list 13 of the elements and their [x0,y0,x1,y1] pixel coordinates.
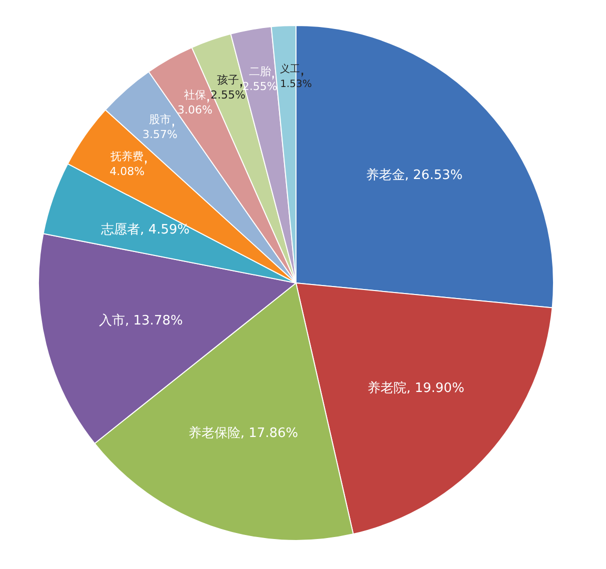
slice-label: 社保 [184,88,206,102]
data-label: 4.08% [110,164,145,178]
slice-label: 抚养费 [110,150,144,163]
slice-label: 入市, 13.78% [99,313,183,328]
data-label: 3.57% [142,128,178,142]
data-label: 3.06% [177,103,212,116]
slice-label: 二胎 [248,65,271,78]
slice-label: 股市 [149,113,172,126]
slice-label: 孩子 [216,73,239,86]
slice-label: 养老保险, 17.86% [188,425,298,442]
slice-label: 志愿者, 4.59% [101,222,190,238]
slice-label: 养老金, 26.53% [366,167,463,184]
slice-label: 养老院, 19.90% [367,380,464,396]
